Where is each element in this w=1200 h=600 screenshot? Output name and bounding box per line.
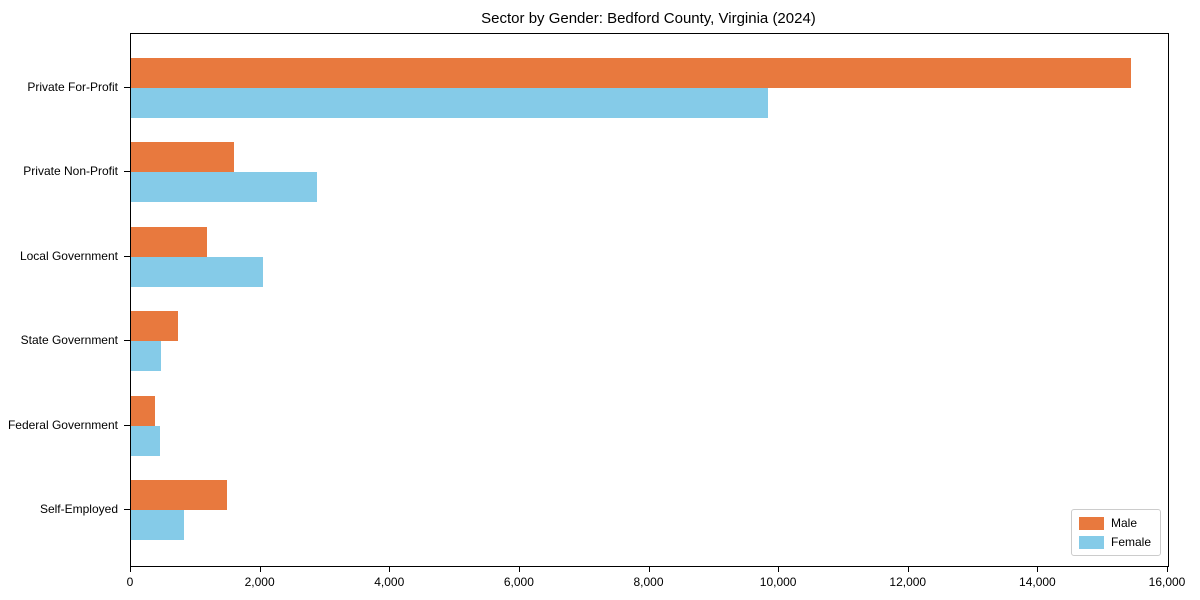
bar-male-2 [131,226,207,257]
x-tick-label: 4,000 [374,575,405,589]
x-tick-mark [648,566,650,572]
x-tick-label: 6,000 [503,575,534,589]
x-tick-mark [389,566,391,572]
legend: Male Female [1070,509,1161,556]
y-tick-mark [124,509,130,510]
y-tick-mark [124,87,130,88]
x-tick-mark [259,566,261,572]
x-tick-mark [1167,566,1168,572]
y-tick-mark [124,340,130,342]
x-tick-label: 16,000 [1148,575,1186,589]
bar-female-5 [131,510,185,540]
y-tick-mark [124,171,130,173]
x-tick-label: 2,000 [244,575,275,589]
bar-male-0 [131,58,1132,88]
legend-swatch-male [1078,516,1104,530]
bar-female-0 [131,88,769,118]
y-tick-label: State Government [20,333,118,348]
x-tick-mark [778,566,780,572]
y-tick-label: Private Non-Profit [23,164,118,179]
bar-female-2 [131,256,264,287]
x-tick-label: 8,000 [633,575,664,589]
bar-male-5 [131,480,227,510]
chart-title: Sector by Gender: Bedford County, Virgin… [481,10,816,27]
legend-entry-female: Female [1078,535,1151,549]
legend-label: Female [1110,535,1151,549]
x-tick-label: 10,000 [759,575,797,589]
y-tick-label: Local Government [19,248,118,263]
y-tick-label: Federal Government [7,417,118,432]
x-tick-label: 12,000 [889,575,927,589]
x-tick-mark [907,566,909,572]
x-tick-label: 14,000 [1019,575,1056,589]
legend-swatch-female [1078,535,1104,549]
bar-female-1 [131,172,317,203]
y-tick-mark [124,424,130,426]
bar-female-4 [131,425,161,456]
bar-male-1 [131,142,235,173]
plot-area: Male Female [130,33,1169,567]
y-tick-label: Private For-Profit [27,80,118,94]
x-tick-mark [518,566,520,572]
x-tick-mark [1037,566,1039,572]
legend-label: Male [1110,516,1137,530]
bar-female-3 [131,341,161,372]
legend-entry-male: Male [1078,516,1151,530]
x-tick-mark [130,566,131,572]
bar-male-3 [131,311,178,342]
x-tick-label: 0 [126,575,134,589]
bar-male-4 [131,395,155,426]
y-tick-label: Self-Employed [39,502,118,516]
y-tick-mark [124,255,130,257]
